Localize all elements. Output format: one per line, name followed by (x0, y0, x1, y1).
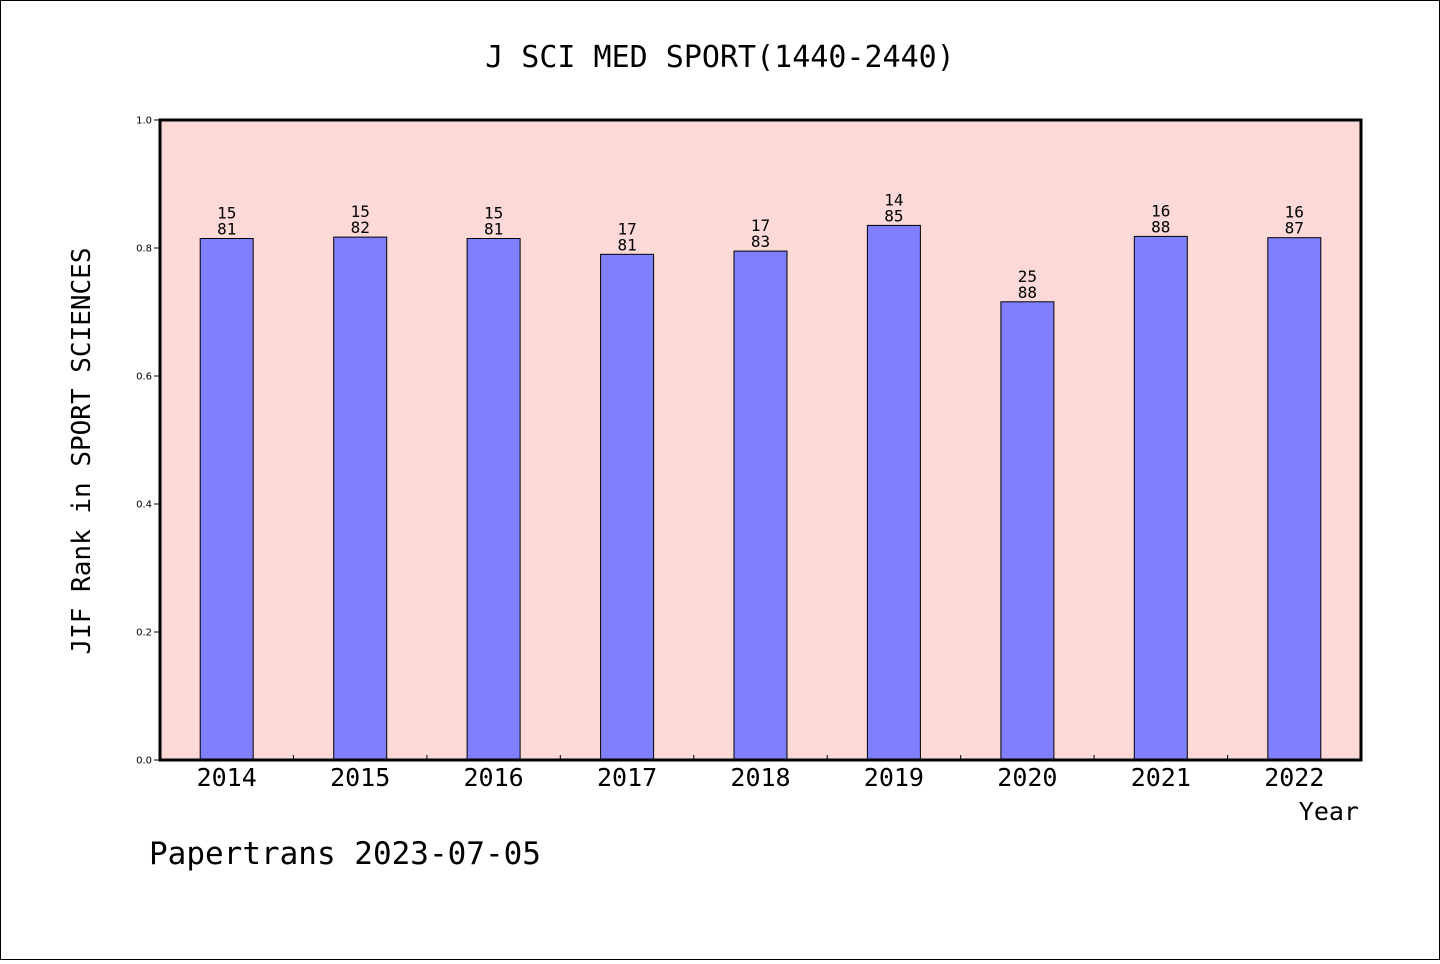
bars-group (199, 224, 1322, 761)
bar-label-total-2015: 82 (351, 218, 370, 237)
y-tick-label-0.2: 0.2 (136, 628, 152, 639)
bar-label-rank-2019: 14 (884, 190, 903, 209)
plot-border (158, 118, 1363, 762)
bar-label-total-2014: 81 (217, 220, 236, 239)
x-tick-label-2014: 2014 (197, 763, 257, 792)
bar-label-total-2018: 83 (751, 232, 770, 251)
x-tick-label-2015: 2015 (330, 763, 390, 792)
x-axis-label: Year (1299, 797, 1359, 826)
bar-label-total-2019: 85 (884, 206, 903, 225)
x-tick-label-2017: 2017 (597, 763, 657, 792)
bar-label-rank-2017: 17 (617, 219, 636, 238)
y-tick-label-0.4: 0.4 (136, 500, 152, 511)
bar-label-rank-2016: 15 (484, 204, 503, 223)
y-tick-label-0.0: 0.0 (136, 756, 152, 767)
bar-2018 (733, 250, 788, 761)
x-axis-ticks: 2014 2015 2016 2017 2018 2019 2020 2021 2022 (197, 755, 1324, 792)
bar-label-rank-2015: 15 (351, 202, 370, 221)
x-tick-label-2018: 2018 (730, 763, 790, 792)
bar-label-rank-2022: 16 (1285, 203, 1304, 222)
bar-2016 (466, 238, 521, 761)
y-tick-label-1.0: 1.0 (136, 116, 152, 127)
y-axis-ticks: 0.0 0.2 0.4 0.6 0.8 1.0 (136, 116, 160, 767)
bar-2020 (1000, 301, 1055, 761)
bar-2015 (333, 236, 388, 761)
bar-2021 (1133, 235, 1188, 761)
bar-label-rank-2021: 16 (1151, 201, 1170, 220)
bar-2022 (1267, 237, 1322, 761)
chart-title: J SCI MED SPORT(1440-2440) (485, 40, 955, 75)
bar-label-total-2016: 81 (484, 220, 503, 239)
y-tick-label-0.8: 0.8 (136, 244, 152, 255)
bar-label-total-2017: 81 (617, 235, 636, 254)
bar-label-total-2020: 88 (1018, 283, 1037, 302)
footer-text: Papertrans 2023-07-05 (149, 836, 541, 872)
x-tick-label-2021: 2021 (1131, 763, 1191, 792)
y-tick-label-0.6: 0.6 (136, 372, 152, 383)
bar-2017 (600, 253, 655, 761)
x-tick-label-2022: 2022 (1264, 763, 1324, 792)
bar-2014 (199, 238, 254, 761)
x-tick-label-2019: 2019 (864, 763, 924, 792)
bar-label-total-2022: 87 (1285, 219, 1304, 238)
x-tick-label-2016: 2016 (463, 763, 523, 792)
bar-label-rank-2018: 17 (751, 216, 770, 235)
bar-2019 (866, 224, 921, 761)
bar-label-rank-2014: 15 (217, 204, 236, 223)
bar-label-rank-2020: 25 (1018, 267, 1037, 286)
y-axis-label: JIF Rank in SPORT SCIENCES (67, 248, 97, 655)
bar-label-total-2021: 88 (1151, 217, 1170, 236)
x-tick-label-2020: 2020 (997, 763, 1057, 792)
